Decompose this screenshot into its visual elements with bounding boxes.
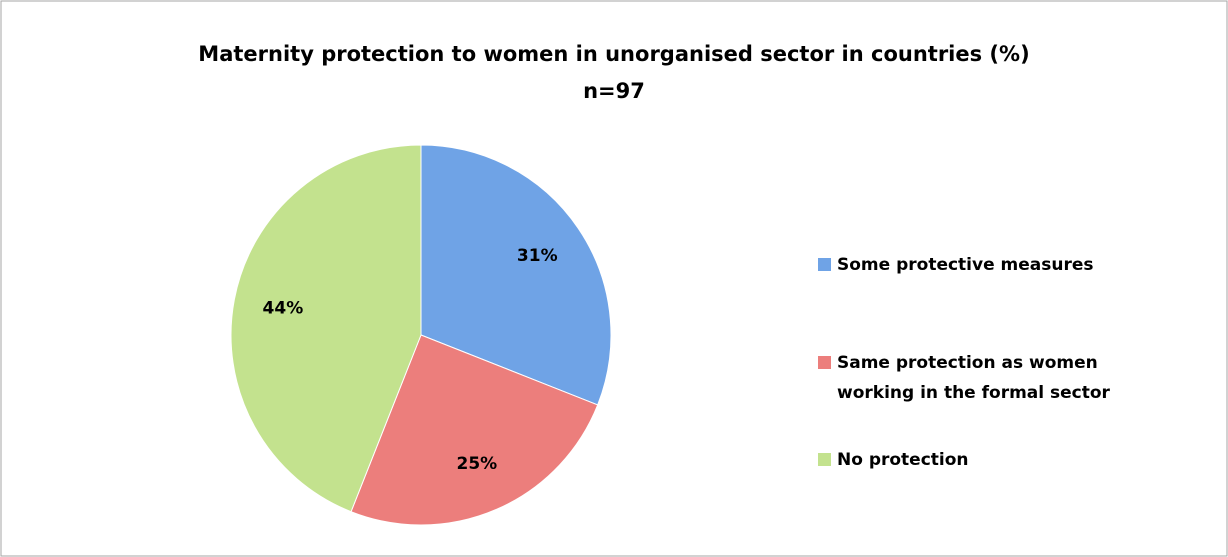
legend-line: No protection	[837, 450, 969, 470]
legend-line: Same protection as women	[837, 353, 1104, 373]
data-label: 25%	[456, 454, 497, 474]
legend-swatch	[818, 453, 831, 466]
legend-label: Same protection as women working in the …	[837, 353, 1111, 403]
pie-slice	[420, 144, 612, 406]
data-label: 31%	[517, 246, 558, 266]
legend-line: working in the formal sector	[837, 383, 1111, 403]
pie-slice	[350, 334, 599, 526]
legend-label: No protection	[837, 450, 969, 470]
legend-swatch	[818, 356, 831, 369]
pie-slice	[230, 144, 422, 513]
chart-subtitle: n=97	[583, 79, 645, 103]
legend-label: Some protective measures	[837, 255, 1094, 275]
chart-title: Maternity protection to women in unorgan…	[198, 42, 1029, 66]
legend-line: Some protective measures	[837, 255, 1094, 275]
legend-swatch	[818, 258, 831, 271]
data-label: 44%	[263, 299, 304, 319]
